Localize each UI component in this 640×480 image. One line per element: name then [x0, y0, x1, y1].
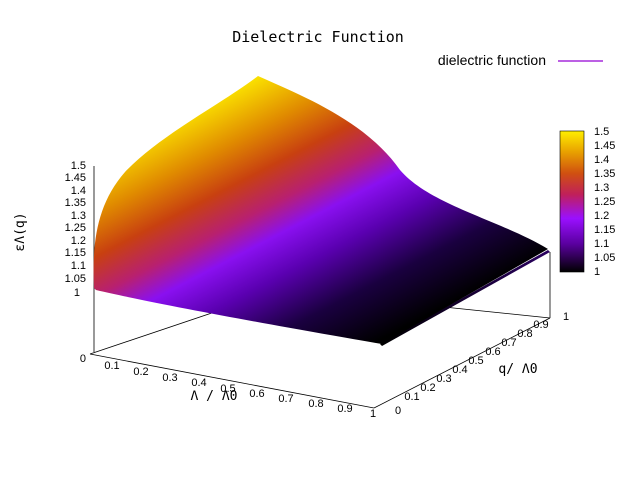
z-axis-ticks: 0 1 1.05 1.1 1.15 1.2 1.25 1.3 1.35 1.4 … — [65, 160, 86, 365]
surface — [93, 76, 550, 346]
colorbar-tick-label: 1.5 — [594, 126, 609, 138]
z-axis-label: εΛ(q) — [13, 212, 28, 251]
x-tick-label: 0.6 — [249, 388, 264, 400]
colorbar-tick-label: 1.15 — [594, 224, 615, 236]
y-tick-label: 0.8 — [517, 328, 532, 340]
y-axis-ticks: 0 0.1 0.2 0.3 0.4 0.5 0.6 0.7 0.8 0.9 1 — [395, 311, 569, 417]
z-tick-label: 1.3 — [71, 210, 86, 222]
colorbar-gradient — [559, 130, 585, 273]
y-tick-label: 0.5 — [468, 355, 483, 367]
z-tick-label: 1.25 — [65, 222, 86, 234]
colorbar-tick-label: 1 — [594, 266, 600, 278]
colorbar-tick-label: 1.3 — [594, 182, 609, 194]
x-tick-label: 0.5 — [220, 383, 235, 395]
legend-label: dielectric function — [438, 52, 546, 68]
y-tick-label: 0.2 — [420, 382, 435, 394]
colorbar-tick-label: 1.4 — [594, 154, 609, 166]
colorbar-tick-label: 1.1 — [594, 238, 609, 250]
y-tick-label: 0.3 — [436, 373, 451, 385]
y-tick-label: 0.6 — [485, 346, 500, 358]
z-tick-label: 1.2 — [71, 235, 86, 247]
colorbar-tick-label: 1.2 — [594, 210, 609, 222]
z-tick-label: 0 — [80, 353, 86, 365]
colorbar-tick-label: 1.45 — [594, 140, 615, 152]
y-tick-label: 1 — [563, 311, 569, 323]
x-axis-ticks: 0.1 0.2 0.3 0.4 0.5 0.6 0.7 0.8 0.9 1 — [104, 360, 376, 420]
z-tick-label: 1.4 — [71, 185, 86, 197]
colorbar: 1 1.05 1.1 1.15 1.2 1.25 1.3 1.35 1.4 1.… — [559, 126, 615, 278]
colorbar-tick-label: 1.05 — [594, 252, 615, 264]
surface-right-face — [380, 250, 550, 346]
colorbar-ticks: 1 1.05 1.1 1.15 1.2 1.25 1.3 1.35 1.4 1.… — [594, 126, 615, 278]
x-tick-label: 0.1 — [104, 360, 119, 372]
x-tick-label: 1 — [370, 408, 376, 420]
z-tick-label: 1.1 — [71, 260, 86, 272]
x-tick-label: 0.3 — [162, 372, 177, 384]
x-tick-label: 0.7 — [278, 393, 293, 405]
z-tick-label: 1.45 — [65, 172, 86, 184]
x-tick-label: 0.2 — [133, 366, 148, 378]
x-axis-line — [89, 353, 375, 409]
colorbar-tick-label: 1.25 — [594, 196, 615, 208]
y-tick-label: 0.1 — [404, 391, 419, 403]
legend: dielectric function — [438, 52, 603, 68]
y-tick-label: 0 — [395, 405, 401, 417]
y-axis-label: q/ Λ0 — [498, 362, 537, 377]
y-tick-label: 0.9 — [533, 319, 548, 331]
x-tick-label: 0.9 — [337, 403, 352, 415]
z-tick-label: 1.5 — [71, 160, 86, 172]
y-axis-line — [373, 317, 551, 409]
z-tick-label: 1.05 — [65, 273, 86, 285]
z-tick-label: 1 — [74, 287, 80, 299]
colorbar-tick-label: 1.35 — [594, 168, 615, 180]
y-tick-label: 0.7 — [501, 337, 516, 349]
z-tick-label: 1.15 — [65, 247, 86, 259]
surface-top — [93, 76, 548, 344]
z-tick-label: 1.35 — [65, 197, 86, 209]
x-axis-label: Λ / Λ0 — [191, 389, 238, 404]
y-tick-label: 0.4 — [452, 364, 467, 376]
x-tick-label: 0.8 — [308, 398, 323, 410]
chart-title: Dielectric Function — [232, 28, 404, 46]
x-tick-label: 0.4 — [191, 377, 206, 389]
